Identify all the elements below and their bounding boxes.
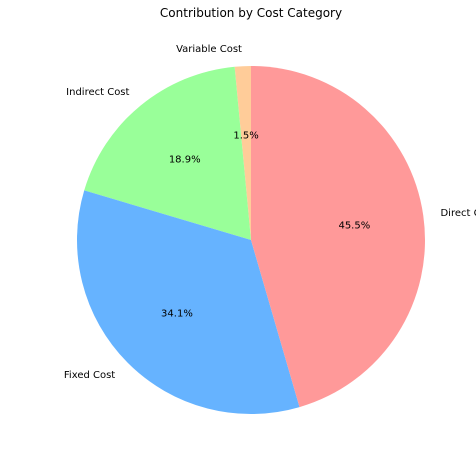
pie-slice-direct-cost xyxy=(251,66,425,408)
pie-slices xyxy=(76,66,425,414)
chart-title: Contribution by Cost Category xyxy=(160,6,342,20)
pie-slice-indirect-cost xyxy=(84,66,251,240)
slice-pct-variable-cost: 1.5% xyxy=(233,131,258,142)
slice-label-direct-cost: Direct Cost xyxy=(440,208,476,219)
slice-pct-indirect-cost: 18.9% xyxy=(169,154,201,165)
slice-label-fixed-cost: Fixed Cost xyxy=(64,370,115,381)
slice-pct-direct-cost: 45.5% xyxy=(338,220,370,231)
slice-label-variable-cost: Variable Cost xyxy=(176,44,242,55)
slice-pct-fixed-cost: 34.1% xyxy=(161,309,193,320)
pie-slice-fixed-cost xyxy=(76,190,300,414)
pie-labels: Variable Cost 1.5% Indirect Cost 18.9% Fixed… xyxy=(64,44,476,381)
slice-label-indirect-cost: Indirect Cost xyxy=(66,87,129,98)
pie-slice-variable-cost xyxy=(234,66,251,240)
